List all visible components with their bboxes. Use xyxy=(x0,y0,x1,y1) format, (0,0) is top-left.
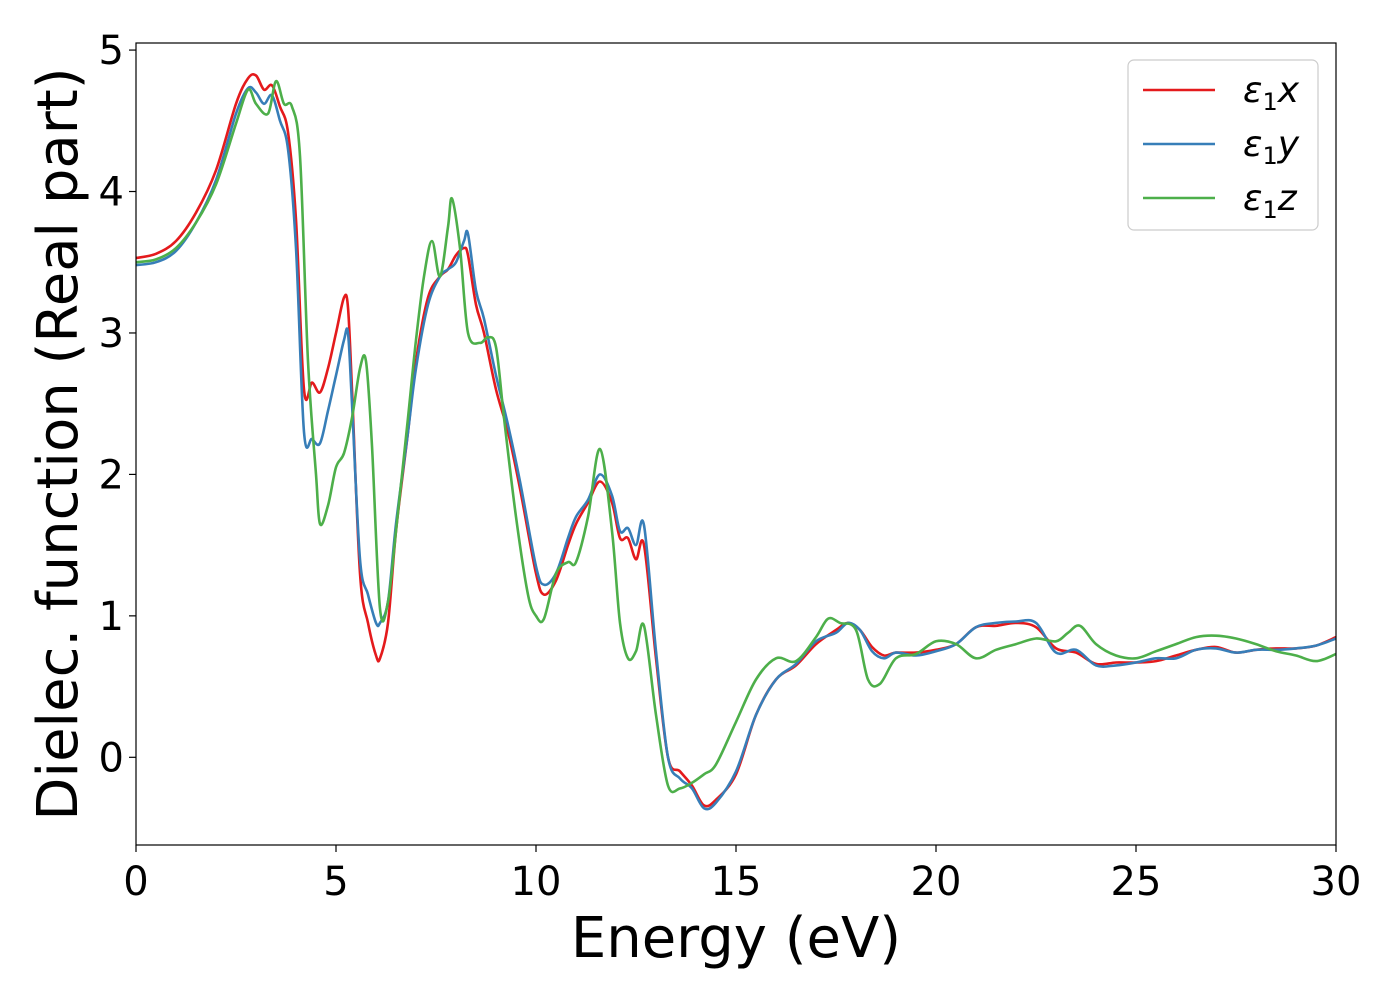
series-line-y xyxy=(136,85,1336,811)
legend: ε1x ε1y ε1z xyxy=(1127,59,1319,231)
series-line-z xyxy=(136,79,1336,794)
series-line-x xyxy=(136,73,1336,808)
x-tick-label: 30 xyxy=(1311,859,1362,905)
y-axis: 0 1 2 3 4 5 xyxy=(99,28,136,781)
y-tick-label: 0 xyxy=(99,735,124,781)
x-tick-label: 0 xyxy=(123,859,148,905)
y-tick-label: 4 xyxy=(99,170,124,216)
x-tick-label: 25 xyxy=(1111,859,1162,905)
x-tick-label: 10 xyxy=(511,859,562,905)
x-tick-label: 20 xyxy=(911,859,962,905)
legend-label-z: ε1z xyxy=(1243,178,1298,224)
x-tick-label: 15 xyxy=(711,859,762,905)
y-tick-label: 1 xyxy=(99,594,124,640)
x-axis: 0 5 10 15 20 25 30 xyxy=(123,845,1361,905)
legend-box xyxy=(1127,59,1319,231)
x-axis-title: Energy (eV) xyxy=(571,906,901,971)
y-tick-label: 3 xyxy=(99,311,124,357)
series-layer xyxy=(136,73,1336,811)
y-axis-title: Dielec. function (Real part) xyxy=(26,67,91,820)
y-tick-label: 5 xyxy=(99,28,124,74)
y-tick-label: 2 xyxy=(99,452,124,498)
legend-label-y: ε1y xyxy=(1243,124,1300,170)
x-tick-label: 5 xyxy=(323,859,348,905)
legend-label-x: ε1x xyxy=(1243,70,1300,116)
